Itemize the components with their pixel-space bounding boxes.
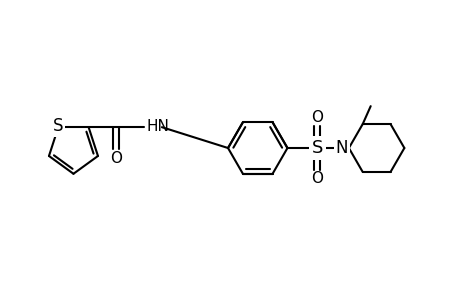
Text: HN: HN bbox=[146, 119, 168, 134]
Text: N: N bbox=[335, 139, 347, 157]
Text: O: O bbox=[110, 152, 122, 166]
Text: O: O bbox=[310, 110, 323, 125]
Text: O: O bbox=[310, 171, 323, 186]
Text: S: S bbox=[53, 117, 63, 135]
Text: S: S bbox=[311, 139, 322, 157]
